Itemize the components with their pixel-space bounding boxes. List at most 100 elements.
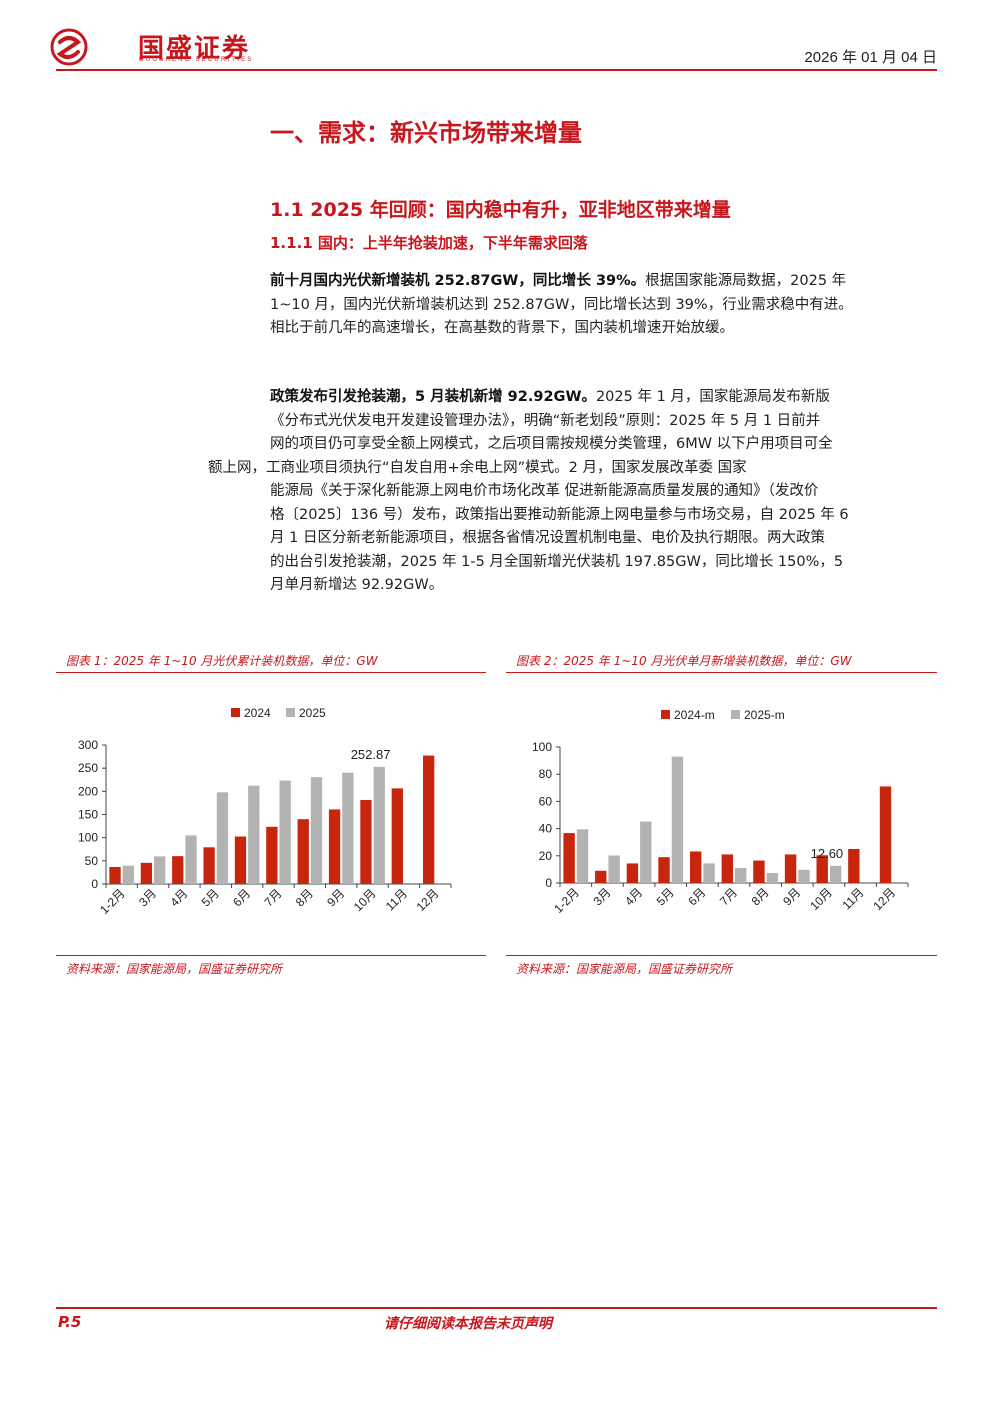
x-tick-label: 10月 [807,885,835,913]
legend-label: 2024 [244,706,271,720]
x-tick-label: 5月 [199,886,222,909]
section-heading: 一、需求：新兴市场带来增量 [270,119,582,147]
paragraph-line: 根据国家能源局数据，2025 年 [645,273,847,289]
bar-2025-m-5月 [671,756,684,883]
bar-2024-m-9月 [784,854,797,883]
bar-2024-5月 [203,847,215,884]
x-tick-label: 11月 [383,886,410,913]
bar-2024-11月 [391,788,403,884]
bar-2025-3月 [154,856,166,884]
paragraph-line: 的出台引发抢装潮，2025 年 1-5 月全国新增光伏装机 197.85GW，同… [270,553,844,570]
paragraph-lead: 前十月国内光伏新增装机 252.87GW，同比增长 39%。 [270,273,646,289]
data-label: 12.60 [811,846,844,861]
x-tick-label: 1-2月 [97,886,128,917]
bar-2025-m-8月 [766,872,779,883]
x-tick-label: 5月 [654,885,677,908]
x-tick-label: 10月 [351,886,379,914]
y-tick-label: 40 [539,822,553,836]
x-tick-label: 12月 [870,885,898,913]
page-number: P.5 [58,1313,82,1331]
x-tick-label: 7月 [717,885,740,908]
bar-2024-6月 [234,836,247,884]
footer-divider [56,1307,937,1309]
legend-swatch [731,710,740,719]
x-tick-label: 8月 [293,886,316,909]
paragraph-line: 格〔2025〕136 号）发布，政策指出要推动新能源上网电量参与市场交易，自 2… [270,506,849,523]
bar-2025-9月 [342,772,354,884]
y-tick-label: 250 [78,761,98,775]
paragraph-policy-rush: 政策发布引发抢装潮，5 月装机新增 92.92GW。2025 年 1 月，国家能… [208,386,938,598]
figure-1-source: 资料来源：国家能源局，国盛证券研究所 [66,962,283,976]
figure-1-source-rule [56,955,486,956]
paragraph-line: 1~10 月，国内光伏新增装机达到 252.87GW，同比增长达到 39%，行业… [270,296,853,313]
legend-label: 2024-m [674,708,715,722]
subsection-heading: 1.1 2025 年回顾：国内稳中有升，亚非地区带来增量 [270,199,731,221]
figure-1-title: 图表 1：2025 年 1~10 月光伏累计装机数据，单位：GW [66,654,378,668]
legend-label: 2025 [299,706,326,720]
x-tick-label: 6月 [685,885,708,908]
x-tick-label: 8月 [749,885,772,908]
bar-2025-10月 [373,766,385,884]
x-tick-label: 9月 [324,886,347,909]
paragraph-line: 能源局《关于深化新能源上网电价市场化改革 促进新能源高质量发展的通知》（发改价 [270,483,819,499]
x-tick-label: 9月 [780,885,803,908]
x-tick-label: 7月 [262,886,285,909]
bar-2024-8月 [297,819,309,884]
legend-label: 2025-m [744,708,785,722]
logo-subtext: GUOSHENG SECURITIES [139,57,254,63]
figure-2-title: 图表 2：2025 年 1~10 月光伏单月新增装机数据，单位：GW [516,654,852,668]
bar-2024-3月 [140,862,153,884]
paragraph-lead: 政策发布引发抢装潮，5 月装机新增 92.92GW。 [270,389,596,405]
bar-2025-m-10月 [829,865,842,883]
paragraph-line: 月 1 日区分新老新能源项目，根据各省情况设置机制电量、电价及执行期限。两大政策 [270,530,825,546]
bar-2025-1-2月 [122,865,134,884]
footer-disclaimer: 请仔细阅读本报告末页声明 [384,1316,552,1332]
paragraph-line: 2025 年 1 月，国家能源局发布新版 [595,389,830,405]
paragraph-line: 月单月新增达 92.92GW。 [270,577,444,593]
report-date: 2026 年 01 月 04 日 [804,49,937,66]
figure-2-source: 资料来源：国家能源局，国盛证券研究所 [516,962,733,976]
x-tick-label: 6月 [230,886,253,909]
bar-2024-m-1-2月 [563,833,575,883]
logo-text: 国盛证券 [138,34,251,64]
paragraph-line: 相比于前几年的高速增长，在高基数的背景下，国内装机增速开始放缓。 [270,320,734,336]
chart-monthly-installs: 0 20 40 60 80 100 1-2月 3月 4月 5月 6月 7月 8月 9月 10月 11月 12月 1… [532,708,909,916]
bar-2024-7月 [266,826,278,884]
bar-2025-8月 [310,777,323,884]
legend-swatch [661,710,670,719]
bar-2025-m-9月 [798,869,810,883]
y-tick-label: 300 [78,738,98,752]
bar-2025-6月 [248,785,260,884]
bar-2024-12月 [423,755,435,884]
y-tick-label: 60 [539,794,553,808]
y-tick-label: 80 [539,767,553,781]
subsubsection-heading: 1.1.1 国内：上半年抢装加速，下半年需求回落 [270,234,588,252]
figure-1-rule [56,672,486,673]
paragraph-line: 网的项目仍可享受全额上网模式，之后项目需按规模分类管理，6MW 以下户用项目可全 [270,436,833,452]
paragraph-line: 额上网，工商业项目须执行“自发自用+余电上网”模式。2 月，国家发展改革委 国家 [208,459,747,476]
bar-2024-m-7月 [721,854,733,883]
bar-2025-m-4月 [640,821,652,883]
bar-2024-m-12月 [879,786,892,883]
bar-2025-m-3月 [608,855,620,883]
y-tick-label: 200 [78,784,98,798]
bar-2025-4月 [185,835,197,884]
legend-swatch [286,708,295,717]
x-tick-label: 11月 [839,885,866,912]
paragraph-line: 《分布式光伏发电开发建设管理办法》，明确“新老划段”原则：2025 年 5 月 … [270,412,821,429]
bar-2024-m-4月 [626,863,639,883]
header-divider [56,69,937,71]
y-tick-label: 0 [91,877,98,891]
bar-2024-m-10月 [816,855,828,883]
bar-2024-m-8月 [753,860,765,883]
bar-2024-m-5月 [658,857,670,883]
bar-2024-m-11月 [848,849,860,883]
bar-2024-m-6月 [689,851,702,883]
x-tick-label: 1-2月 [551,885,582,916]
paragraph-domestic-installs: 前十月国内光伏新增装机 252.87GW，同比增长 39%。根据国家能源局数据，… [270,270,938,341]
x-tick-label: 3月 [590,885,613,908]
bar-2024-9月 [328,809,341,884]
bar-2024-10月 [360,799,372,884]
bar-2025-m-1-2月 [576,829,589,883]
